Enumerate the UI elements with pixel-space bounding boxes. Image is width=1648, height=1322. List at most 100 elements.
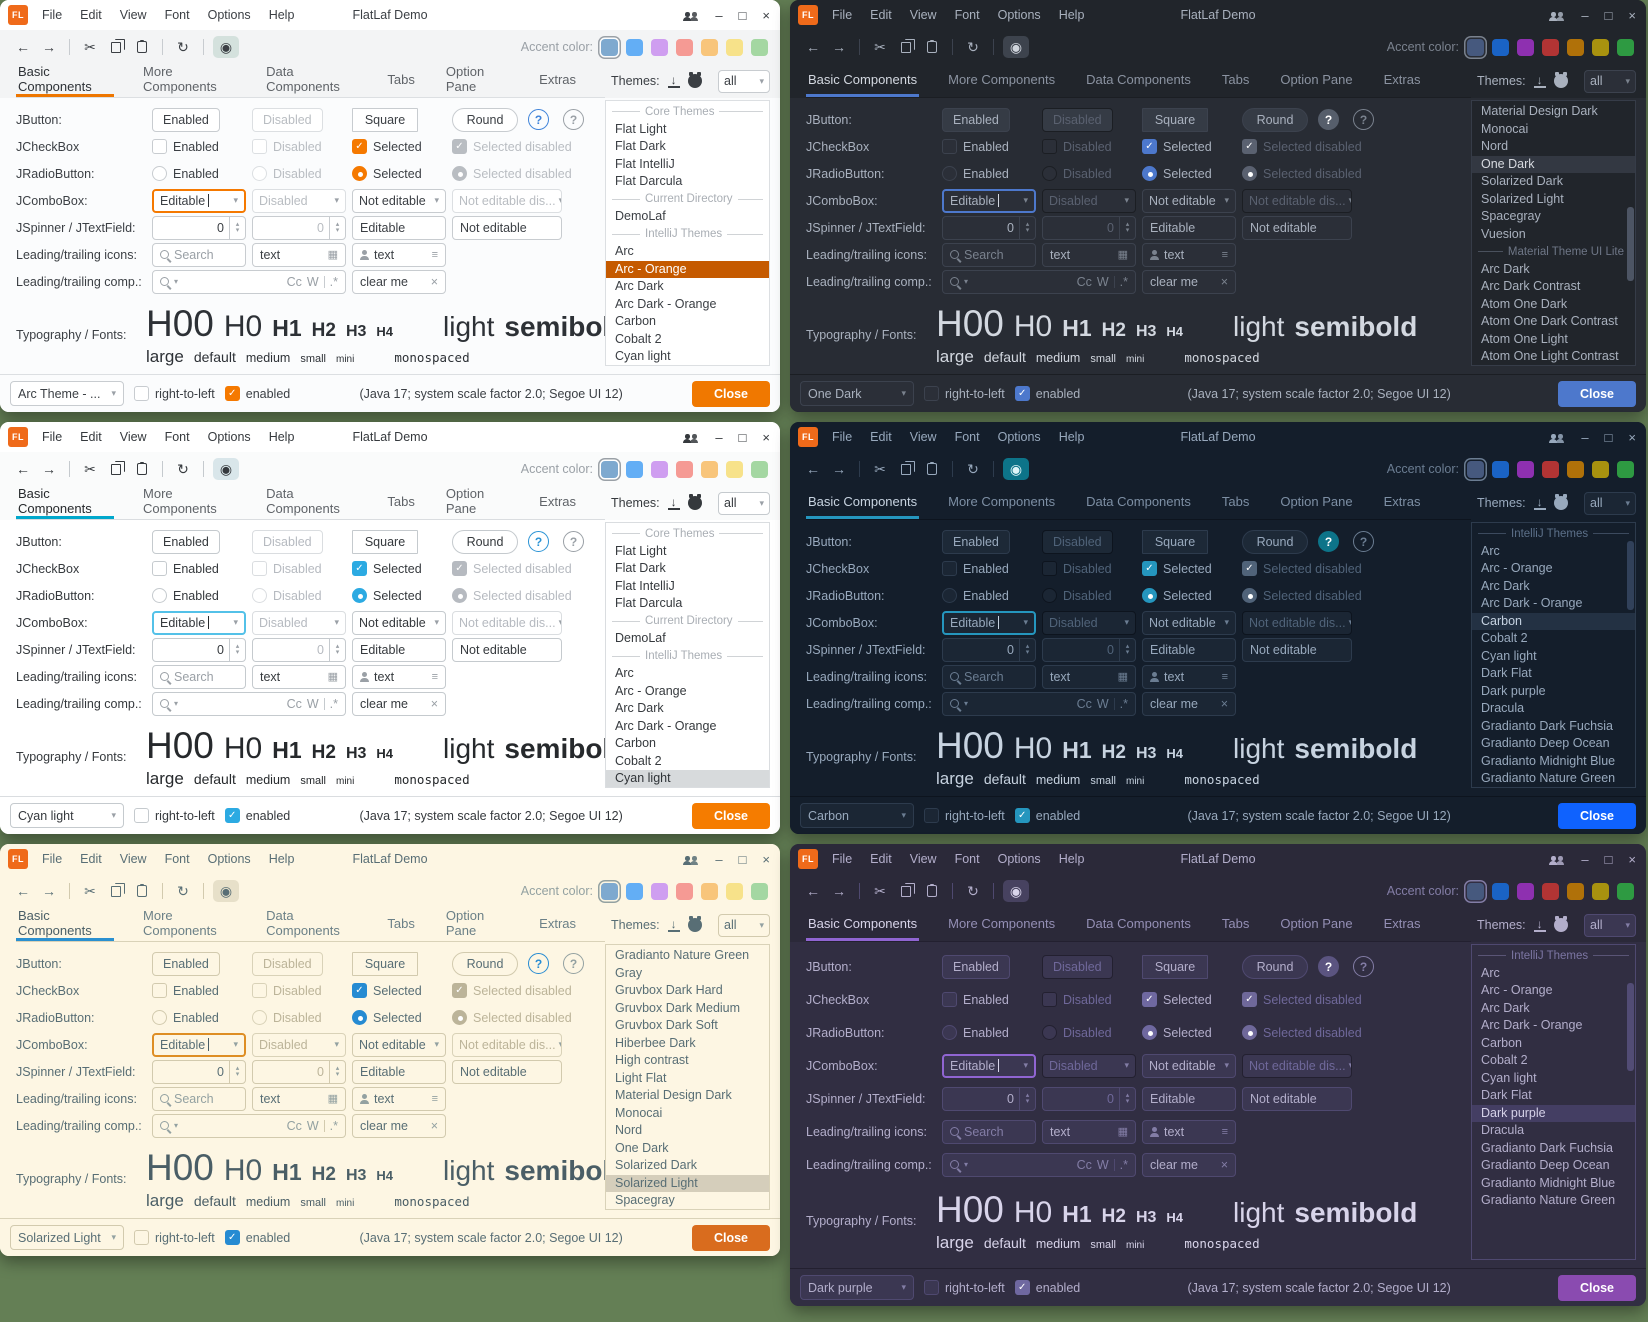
whole-word-icon[interactable]: W — [1096, 696, 1109, 711]
accent-color-swatch-6[interactable] — [1592, 460, 1609, 478]
theme-item[interactable]: Gradianto Nature Green — [1481, 771, 1616, 785]
refresh-icon[interactable]: ↻ — [967, 460, 979, 477]
menu-options[interactable]: Options — [207, 8, 251, 22]
checkbox-selected[interactable]: ✓ — [352, 139, 367, 154]
themes-list-scrollbar[interactable] — [1627, 541, 1634, 611]
theme-item[interactable]: Gradianto Dark Fuchsia — [1481, 1140, 1614, 1155]
accent-color-swatch-2[interactable] — [626, 460, 643, 478]
menu-options[interactable]: Options — [997, 430, 1041, 444]
menu-options[interactable]: Options — [207, 430, 251, 444]
copy-icon[interactable] — [105, 458, 127, 480]
calendar-input[interactable]: text ▦ — [252, 1086, 346, 1111]
theme-item[interactable]: Material Design Dark — [1481, 104, 1598, 118]
theme-item[interactable]: Atom One Light — [1481, 331, 1568, 346]
theme-item[interactable]: Arc — [1481, 543, 1500, 558]
theme-combo[interactable]: Dark purple ▾ — [800, 1275, 914, 1300]
checkbox-box[interactable]: ✓ — [1014, 1280, 1030, 1295]
theme-item-selected[interactable]: Cyan light — [606, 770, 769, 787]
whole-word-icon[interactable]: W — [306, 274, 319, 289]
users-icon[interactable] — [1549, 853, 1565, 865]
refresh-icon[interactable]: ↻ — [177, 460, 189, 477]
download-icon[interactable]: ↓ — [1533, 496, 1546, 510]
theme-item[interactable]: Cyan light — [1481, 1070, 1537, 1085]
menu-file[interactable]: File — [832, 8, 853, 22]
menu-edit[interactable]: Edit — [870, 430, 892, 444]
themes-list[interactable]: Gradianto Nature Green Gray Gruvbox Dark H… — [605, 944, 770, 1210]
help-outline-button[interactable]: ? — [563, 953, 584, 974]
enabled-button[interactable]: Enabled — [942, 529, 1010, 554]
checkbox-box[interactable]: ✓ — [224, 808, 240, 823]
back-icon[interactable]: ← — [806, 883, 820, 899]
github-icon[interactable] — [1553, 916, 1568, 932]
refresh-icon[interactable]: ↻ — [967, 882, 979, 899]
accent-color-swatch-3[interactable] — [1517, 882, 1534, 900]
menu-font[interactable]: Font — [164, 430, 190, 444]
theme-item[interactable]: Dark Flat — [1481, 1088, 1532, 1102]
theme-item[interactable]: Flat Light — [615, 121, 667, 136]
menu-edit[interactable]: Edit — [80, 852, 102, 866]
help-outline-button[interactable]: ? — [563, 109, 584, 130]
spinner-arrows-icon[interactable]: ▴ ▾ — [1019, 1087, 1035, 1110]
checkbox-box[interactable]: ✓ — [224, 386, 240, 401]
enabled-checkbox[interactable]: ✓ enabled — [1014, 386, 1080, 401]
tab-more-components[interactable]: More Components — [143, 486, 217, 516]
enabled-button[interactable]: Enabled — [152, 951, 220, 976]
chevron-down-icon[interactable]: ▾ — [174, 699, 179, 708]
menu-edit[interactable]: Edit — [870, 8, 892, 22]
tab-more-components[interactable]: More Components — [948, 493, 1056, 509]
help-button[interactable]: ? — [528, 531, 549, 552]
accent-color-swatch-2[interactable] — [1492, 38, 1509, 56]
tab-basic-components[interactable]: Basic Components — [806, 64, 920, 97]
help-button[interactable]: ? — [528, 953, 549, 974]
menu-view[interactable]: View — [909, 8, 937, 22]
github-icon[interactable] — [687, 916, 702, 932]
combo-not-editable[interactable]: Not editable ▾ — [352, 1032, 446, 1057]
checkbox-enabled[interactable] — [942, 139, 957, 154]
combo-editable[interactable]: Editable ▾ — [152, 1032, 246, 1057]
square-button[interactable]: Square — [1142, 107, 1208, 132]
checkbox-enabled[interactable] — [152, 139, 167, 154]
back-icon[interactable]: ← — [16, 883, 30, 899]
themes-filter-combo[interactable]: all ▾ — [718, 491, 770, 515]
spinner-arrows-icon[interactable]: ▴ ▾ — [229, 638, 245, 661]
cut-icon[interactable]: ✂ — [84, 38, 96, 55]
help-button[interactable]: ? — [1318, 109, 1339, 130]
accent-color-swatch-7[interactable] — [1617, 38, 1634, 56]
accent-color-swatch-6[interactable] — [1592, 882, 1609, 900]
whole-word-icon[interactable]: W — [306, 1118, 319, 1133]
help-outline-button[interactable]: ? — [1353, 956, 1374, 977]
checkbox-enabled[interactable] — [942, 561, 957, 576]
combo-not-editable[interactable]: Not editable ▾ — [352, 610, 446, 635]
enabled-checkbox[interactable]: ✓ enabled — [224, 386, 290, 401]
theme-item[interactable]: High contrast — [615, 1053, 689, 1067]
right-to-left-checkbox[interactable]: right-to-left — [134, 808, 215, 823]
minimize-button[interactable]: – — [1581, 7, 1589, 23]
radio-enabled[interactable] — [152, 1010, 167, 1025]
tab-tabs[interactable]: Tabs — [387, 71, 415, 87]
show-hidden-eye-icon[interactable]: ◉ — [213, 458, 239, 480]
menu-help[interactable]: Help — [268, 430, 295, 444]
cut-icon[interactable]: ✂ — [84, 460, 96, 477]
accent-color-swatch-3[interactable] — [651, 460, 668, 478]
menu-options[interactable]: Options — [997, 852, 1041, 866]
person-input[interactable]: text ≡ — [352, 664, 446, 689]
theme-item[interactable]: Hiberbee Dark — [615, 1035, 696, 1050]
help-outline-button[interactable]: ? — [1353, 109, 1374, 130]
search-input[interactable]: Search — [942, 664, 1036, 689]
theme-item[interactable]: Dark purple — [1481, 683, 1546, 698]
search-options-input[interactable]: ▾ Cc W .* — [942, 691, 1136, 716]
square-button[interactable]: Square — [1142, 954, 1208, 979]
themes-filter-combo[interactable]: all ▾ — [718, 913, 770, 937]
calendar-icon[interactable]: ▦ — [327, 671, 338, 683]
refresh-icon[interactable]: ↻ — [177, 38, 189, 55]
theme-item[interactable]: Gruvbox Dark Medium — [615, 1000, 741, 1015]
close-button[interactable]: Close — [692, 380, 770, 407]
regex-icon[interactable]: .* — [1119, 1157, 1128, 1172]
back-icon[interactable]: ← — [806, 39, 820, 55]
theme-item[interactable]: Gradianto Midnight Blue — [1481, 1175, 1616, 1190]
clear-icon[interactable]: × — [1220, 1157, 1228, 1172]
combo-not-editable[interactable]: Not editable ▾ — [1142, 188, 1236, 213]
menu-edit[interactable]: Edit — [870, 852, 892, 866]
clear-me-input[interactable]: clear me × — [1142, 269, 1236, 294]
clear-icon[interactable]: × — [430, 274, 438, 289]
